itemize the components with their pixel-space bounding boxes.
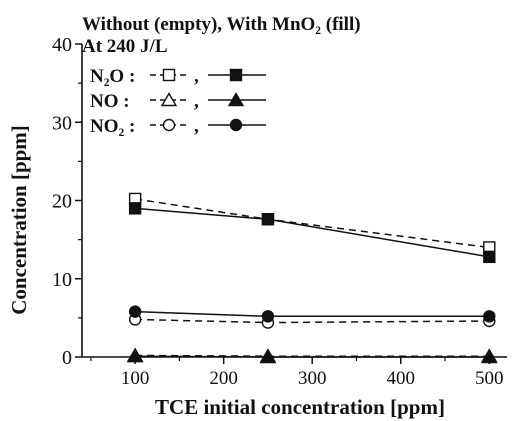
y-tick-label: 0 bbox=[62, 347, 72, 369]
y-tick-label: 20 bbox=[52, 191, 72, 213]
x-tick-label: 200 bbox=[209, 368, 238, 389]
series-line-n2o-without bbox=[135, 198, 490, 249]
series-n2o-without bbox=[128, 192, 496, 254]
series-line-no2-without bbox=[135, 318, 490, 324]
legend-separator: , bbox=[194, 91, 199, 112]
y-tick-label: 40 bbox=[52, 34, 72, 56]
legend-item-2: NO₂ :, bbox=[90, 116, 266, 137]
data-point-no2-with bbox=[483, 310, 496, 323]
x-tick-label: 500 bbox=[475, 368, 504, 389]
data-point-n2o-with bbox=[128, 202, 142, 215]
chart-title: Without (empty), With MnO₂ (fill) bbox=[82, 14, 361, 35]
series-line-n2o-with bbox=[135, 207, 490, 258]
legend-item-0: N₂O :, bbox=[90, 66, 266, 87]
x-tick-label: 300 bbox=[298, 368, 327, 389]
data-point-no-with bbox=[481, 349, 498, 364]
data-point-n2o-with bbox=[261, 213, 275, 226]
legend-separator: , bbox=[194, 66, 199, 87]
x-tick-label: 100 bbox=[121, 368, 150, 389]
legend-marker-open bbox=[162, 118, 176, 132]
chart-subtitle: At 240 J/L bbox=[82, 36, 168, 57]
legend-label: N₂O : bbox=[90, 66, 135, 87]
series-n2o-with bbox=[128, 202, 496, 264]
data-point-no-with bbox=[259, 349, 277, 364]
data-point-no2-with bbox=[261, 310, 275, 323]
legend-marker-open bbox=[162, 68, 176, 82]
legend-label: NO₂ : bbox=[90, 116, 135, 137]
x-axis-label: TCE initial concentration [ppm] bbox=[155, 395, 445, 419]
legend-label: NO : bbox=[90, 91, 130, 112]
x-tick-label: 400 bbox=[387, 368, 416, 389]
y-axis-label: Concentration [ppm] bbox=[7, 125, 31, 315]
series-line-no2-with bbox=[135, 310, 490, 318]
series-line-no-with bbox=[135, 355, 490, 358]
data-point-n2o-with bbox=[483, 250, 496, 264]
series-no2-with bbox=[128, 305, 496, 323]
y-tick-label: 10 bbox=[52, 269, 72, 291]
data-point-no-with bbox=[126, 348, 144, 363]
legend-marker-filled bbox=[229, 118, 243, 132]
legend-item-1: NO :, bbox=[90, 91, 266, 112]
series-no-with bbox=[126, 348, 498, 364]
legend-marker-open bbox=[160, 92, 178, 107]
legend-marker-filled bbox=[229, 68, 243, 82]
legend-separator: , bbox=[194, 116, 199, 137]
data-point-no2-with bbox=[128, 305, 142, 318]
y-tick-label: 30 bbox=[52, 112, 72, 134]
legend-marker-filled bbox=[227, 92, 245, 107]
